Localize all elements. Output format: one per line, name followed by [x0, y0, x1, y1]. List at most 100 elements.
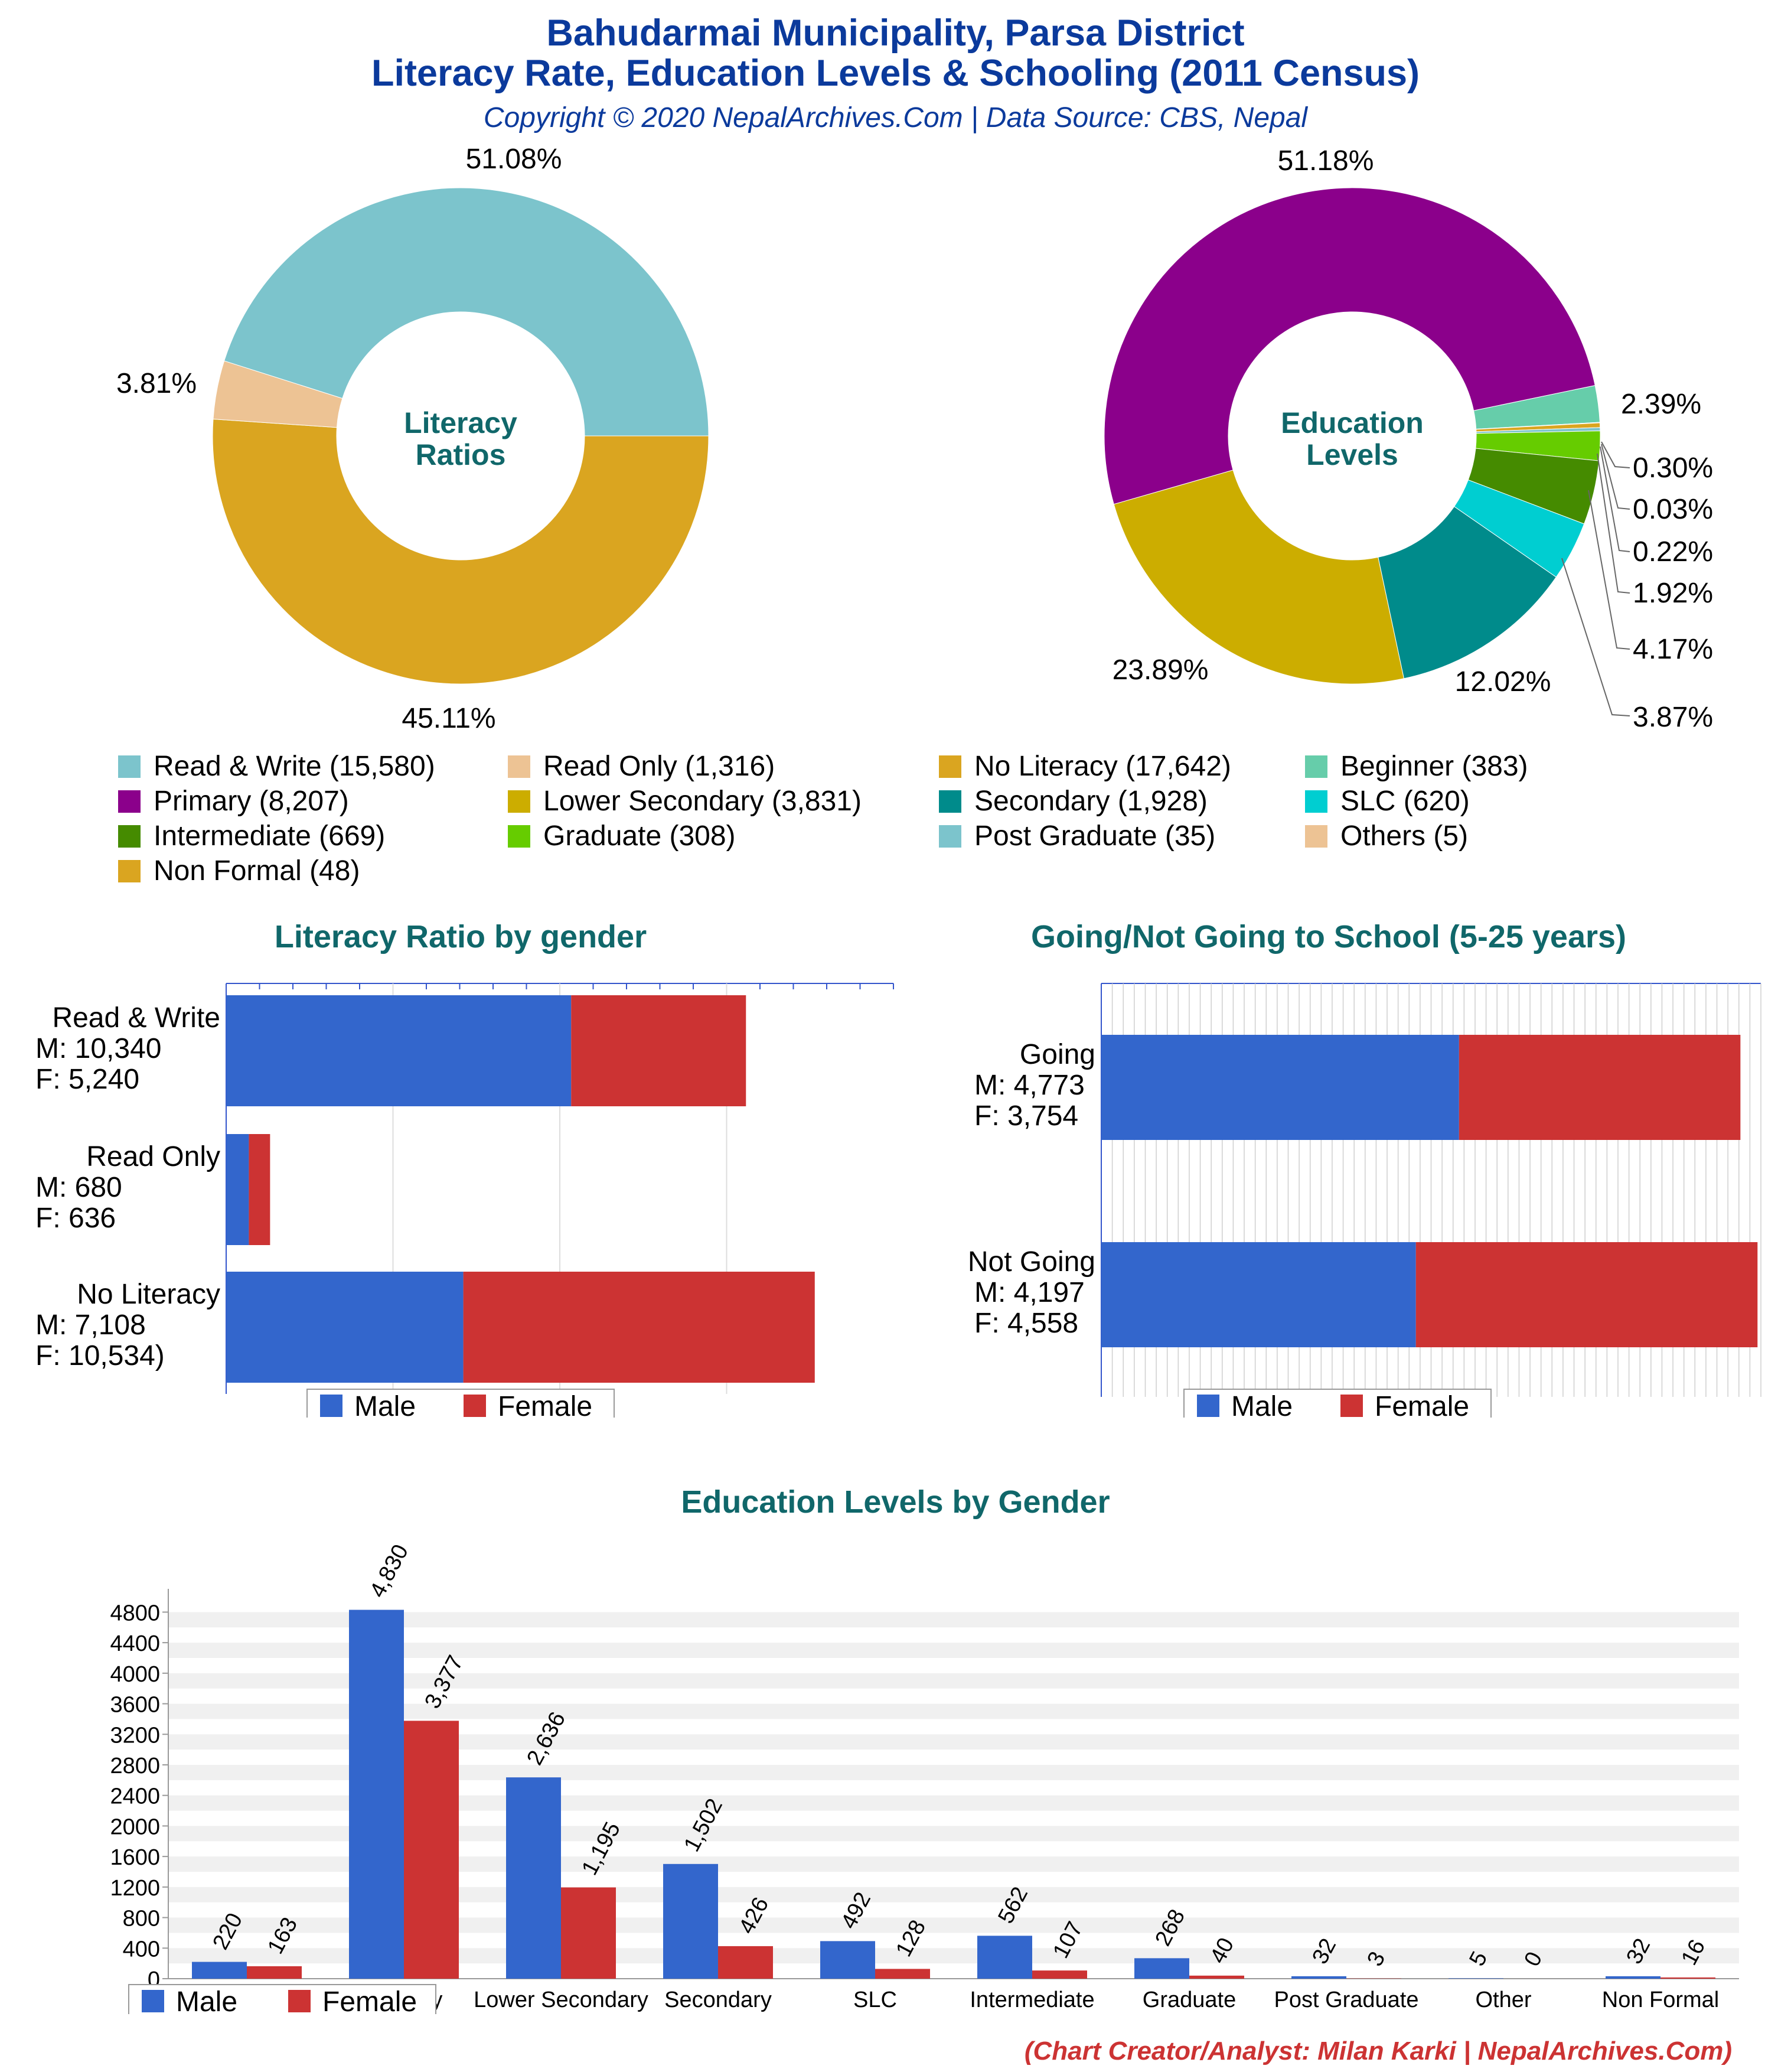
education-gender-chart: 0400800120016002000240028003200360040004… — [110, 1540, 1739, 2014]
legend-item-graduate: Graduate (308) — [508, 820, 736, 852]
legend-item-primary: Primary (8,207) — [118, 785, 349, 817]
edu-y-tick-label: 2000 — [110, 1814, 160, 1839]
edu-legend-female-label: Female — [322, 1986, 417, 2014]
edu-y-tick-label: 3200 — [110, 1723, 160, 1748]
donut2-center-label: Education — [1281, 406, 1424, 439]
edu-legend — [128, 1984, 436, 2014]
donut2-leader-line — [1601, 441, 1630, 468]
legend-swatch — [1305, 755, 1327, 778]
edu-bar-male-post-graduate — [1291, 1976, 1346, 1979]
edu-y-tick-label: 1600 — [110, 1845, 160, 1870]
school-category-label: F: 3,754 — [974, 1100, 1078, 1132]
literacy-legend-female-label: Female — [498, 1391, 592, 1418]
literacy-legend-male-label: Male — [354, 1391, 416, 1418]
edu-bar-female-primary — [404, 1721, 459, 1979]
literacy-category-label: No Literacy — [77, 1279, 220, 1310]
edu-data-label: 4,830 — [365, 1540, 413, 1602]
donut1-pct-label: 3.81% — [116, 368, 197, 399]
literacy-category-label: Read Only — [86, 1141, 220, 1172]
school-category-label: Not Going — [968, 1246, 1095, 1278]
legend-label: Beginner (383) — [1340, 751, 1528, 782]
legend-swatch — [508, 825, 530, 848]
legend-item-intermediate: Intermediate (669) — [118, 820, 385, 852]
legend-swatch — [118, 860, 141, 882]
legend-item-lower-secondary: Lower Secondary (3,831) — [508, 785, 862, 817]
literacy-bar-female-no-literacy — [463, 1272, 815, 1383]
edu-grid-stripe — [168, 1612, 1739, 1628]
literacy-category-label: F: 10,534) — [35, 1340, 165, 1371]
edu-legend-male-label: Male — [176, 1986, 237, 2014]
donut2-pct-label: 51.18% — [1278, 145, 1374, 177]
donut2-pct-label: 23.89% — [1113, 654, 1209, 686]
legend-item-others: Others (5) — [1305, 820, 1468, 852]
legend-label: Non Formal (48) — [154, 855, 360, 887]
legend-label: Post Graduate (35) — [974, 820, 1216, 852]
literacy-bar-female-read-write — [571, 995, 746, 1106]
pie-legend: Read & Write (15,580) Read Only (1,316) No… — [0, 738, 1791, 887]
legend-label: Lower Secondary (3,831) — [543, 786, 862, 817]
legend-item-post-graduate: Post Graduate (35) — [939, 820, 1215, 852]
edu-grid-stripe — [168, 1643, 1739, 1658]
legend-swatch — [508, 790, 530, 813]
legend-label: Others (5) — [1340, 820, 1469, 852]
edu-bar-female-intermediate — [1032, 1970, 1087, 1979]
literacy-legend — [306, 1389, 615, 1418]
school-bar-female-not-going — [1415, 1242, 1758, 1347]
legend-swatch — [939, 790, 961, 813]
edu-y-tick-label: 2800 — [110, 1754, 160, 1778]
legend-swatch — [1305, 825, 1327, 848]
legend-item-slc: SLC (620) — [1305, 785, 1470, 817]
edu-bar-male-graduate — [1134, 1958, 1189, 1979]
donut2-leader-line — [1597, 453, 1630, 594]
donut1-slice-no-literacy — [212, 418, 709, 685]
donut2-leader-line — [1588, 490, 1630, 650]
donut1-slice-read-write — [224, 187, 709, 436]
edu-y-tick-label: 4000 — [110, 1662, 160, 1687]
legend-label: No Literacy (17,642) — [974, 751, 1231, 782]
legend-label: Read Only (1,316) — [543, 751, 775, 782]
legend-swatch — [118, 790, 141, 813]
legend-item-no-literacy: No Literacy (17,642) — [939, 750, 1231, 783]
edu-bar-female-beginner — [247, 1966, 302, 1979]
edu-y-tick-label: 4800 — [110, 1601, 160, 1625]
donut2-center-label: Levels — [1306, 438, 1398, 471]
edu-category-label: Other — [1475, 1988, 1531, 2012]
donut2-slice-secondary — [1378, 506, 1557, 679]
donut2-pct-label: 0.30% — [1633, 452, 1713, 484]
donut2-pct-label: 12.02% — [1455, 666, 1551, 698]
edu-category-label: Graduate — [1143, 1988, 1236, 2012]
donut2-leader-line — [1600, 446, 1630, 552]
school-legend-female-swatch — [1340, 1395, 1363, 1417]
credit-text: (Chart Creator/Analyst: Milan Karki | Ne… — [1024, 2037, 1732, 2066]
school-legend-female-label: Female — [1375, 1391, 1469, 1418]
edu-bar-female-secondary — [718, 1946, 773, 1979]
legend-label: Graduate (308) — [543, 820, 736, 852]
edu-y-tick-label: 800 — [123, 1907, 160, 1931]
literacy-bar-female-read-only — [249, 1134, 270, 1245]
legend-label: Read & Write (15,580) — [154, 751, 435, 782]
literacy-bar-male-no-literacy — [226, 1272, 464, 1383]
edu-bar-male-beginner — [192, 1962, 247, 1979]
education-gender-title: Education Levels by Gender — [681, 1484, 1110, 1520]
page-title: Bahudarmai Municipality, Parsa District — [546, 12, 1245, 54]
edu-y-tick-label: 400 — [123, 1937, 160, 1962]
edu-bar-male-other — [1449, 1978, 1503, 1979]
edu-bar-female-slc — [875, 1969, 930, 1979]
page-subtitle-title: Literacy Rate, Education Levels & School… — [371, 53, 1420, 94]
edu-category-label: Intermediate — [970, 1988, 1094, 2012]
literacy-bar-male-read-write — [226, 995, 572, 1106]
edu-bar-male-intermediate — [977, 1936, 1032, 1979]
legend-swatch — [118, 825, 141, 848]
edu-bar-male-slc — [820, 1941, 875, 1979]
legend-swatch — [1305, 790, 1327, 813]
donut2-leader-line — [1601, 444, 1630, 510]
edu-y-tick-label: 2400 — [110, 1784, 160, 1809]
literacy-gender-title: Literacy Ratio by gender — [274, 919, 647, 954]
edu-category-label: SLC — [853, 1988, 897, 2012]
literacy-category-label: F: 5,240 — [35, 1064, 139, 1095]
edu-bar-female-lower-secondary — [561, 1887, 616, 1979]
donut2-slice-primary — [1104, 187, 1596, 505]
literacy-category-label: M: 10,340 — [35, 1033, 161, 1064]
edu-y-tick-label: 1200 — [110, 1876, 160, 1901]
